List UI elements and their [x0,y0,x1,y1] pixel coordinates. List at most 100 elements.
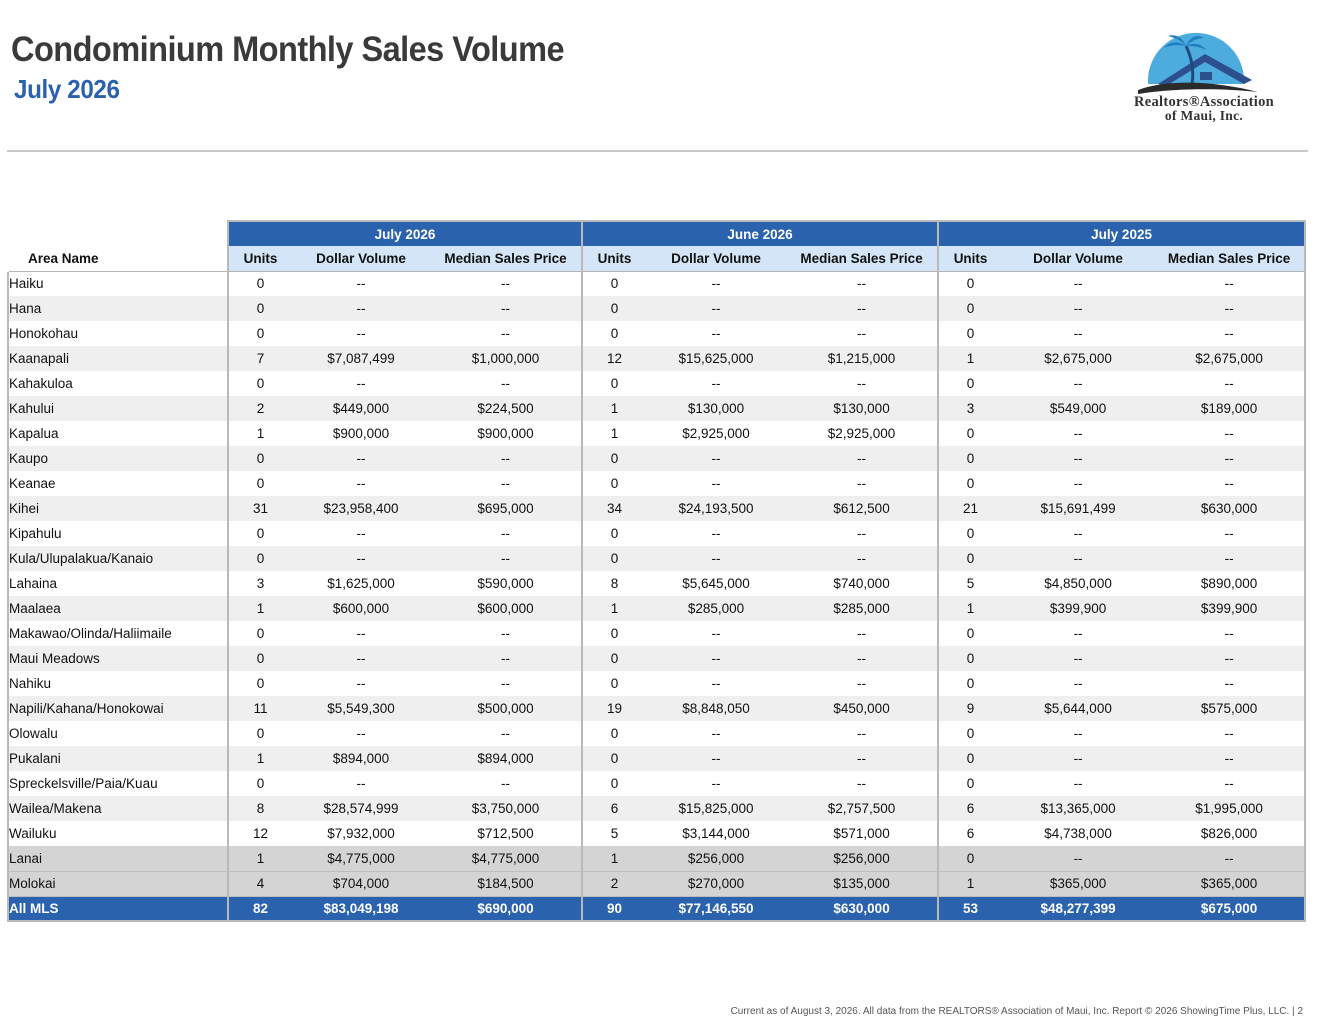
table-row: Kula/Ulupalakua/Kanaio 0 -- -- 0 -- -- 0 -- -- [7,546,1307,571]
dollar-volume-cell: $24,193,500 [646,496,787,521]
area-name-cell: All MLS [7,896,228,922]
median-price-cell: -- [430,521,583,546]
units-cell: 1 [937,346,1003,371]
units-cell: 0 [581,721,647,746]
units-cell: 0 [227,521,292,546]
units-cell: 0 [581,671,647,696]
units-cell: 0 [581,471,647,496]
units-cell: 0 [581,621,647,646]
dollar-volume-cell: $4,738,000 [1002,821,1155,846]
median-price-cell: $630,000 [786,896,939,922]
area-name-cell: Lahaina [7,571,228,596]
units-cell: 0 [937,446,1003,471]
median-price-cell: -- [786,546,939,571]
median-price-cell: $189,000 [1154,396,1307,421]
median-price-cell: -- [786,771,939,796]
dollar-volume-cell: $894,000 [292,746,430,771]
area-name-cell: Kahului [7,396,228,421]
realtors-association-logo: Realtors®Association of Maui, Inc. [1100,28,1310,128]
dollar-volume-cell: -- [646,621,787,646]
median-price-cell: -- [1154,321,1307,346]
units-cell: 0 [937,746,1003,771]
median-price-cell: $712,500 [430,821,583,846]
units-cell: 0 [937,671,1003,696]
median-price-cell: -- [1154,671,1307,696]
units-cell: 1 [227,746,292,771]
table-row: Spreckelsville/Paia/Kuau 0 -- -- 0 -- -- 0 -- -- [7,771,1307,796]
units-cell: 0 [227,671,292,696]
median-price-cell: $740,000 [786,571,939,596]
units-cell: 0 [227,371,292,396]
dollar-volume-cell: -- [646,321,787,346]
median-price-cell: -- [1154,446,1307,471]
median-price-cell: $630,000 [1154,496,1307,521]
area-name-cell: Hana [7,296,228,321]
table-row: Haiku 0 -- -- 0 -- -- 0 -- -- [7,271,1307,296]
median-price-cell: $500,000 [430,696,583,721]
median-price-cell: -- [1154,421,1307,446]
dollar-volume-cell: -- [292,721,430,746]
units-header: Units [581,246,647,272]
area-name-cell: Honokohau [7,321,228,346]
median-price-cell: -- [430,771,583,796]
units-cell: 4 [227,871,292,897]
median-price-cell: -- [1154,771,1307,796]
table-row: Maalaea 1 $600,000 $600,000 1 $285,000 $285,00… [7,596,1307,621]
median-price-cell: $675,000 [1154,896,1307,922]
table-row: Wailea/Makena 8 $28,574,999 $3,750,000 6 $15,… [7,796,1307,821]
dollar-volume-cell: -- [292,771,430,796]
area-name-header: Area Name [7,246,228,272]
median-price-cell: -- [786,296,939,321]
units-cell: 5 [937,571,1003,596]
dollar-volume-cell: -- [1002,446,1155,471]
area-name-cell: Kahakuloa [7,371,228,396]
dollar-volume-cell: $365,000 [1002,871,1155,897]
area-name-cell: Kipahulu [7,521,228,546]
units-cell: 9 [937,696,1003,721]
median-price-cell: -- [786,646,939,671]
median-price-cell: -- [430,371,583,396]
units-cell: 0 [581,446,647,471]
units-cell: 0 [937,771,1003,796]
table-row: Wailuku 12 $7,932,000 $712,500 5 $3,144,000 $5… [7,821,1307,846]
dollar-volume-cell: $3,144,000 [646,821,787,846]
units-cell: 0 [937,721,1003,746]
units-cell: 0 [937,321,1003,346]
units-cell: 0 [937,421,1003,446]
table-row: Pukalani 1 $894,000 $894,000 0 -- -- 0 -- -- [7,746,1307,771]
units-cell: 0 [937,646,1003,671]
dollar-volume-cell: -- [292,546,430,571]
dollar-volume-cell: $449,000 [292,396,430,421]
median-sales-price-header: Median Sales Price [430,246,583,272]
median-price-cell: -- [430,321,583,346]
units-cell: 1 [937,596,1003,621]
dollar-volume-cell: $600,000 [292,596,430,621]
median-price-cell: -- [1154,296,1307,321]
area-name-cell: Nahiku [7,671,228,696]
units-cell: 0 [227,621,292,646]
area-name-cell: Kula/Ulupalakua/Kanaio [7,546,228,571]
median-price-cell: -- [1154,846,1307,872]
dollar-volume-cell: $2,675,000 [1002,346,1155,371]
median-price-cell: $135,000 [786,871,939,897]
units-cell: 0 [937,271,1003,296]
median-price-cell: $690,000 [430,896,583,922]
units-cell: 34 [581,496,647,521]
units-cell: 12 [581,346,647,371]
dollar-volume-cell: $8,848,050 [646,696,787,721]
median-price-cell: $365,000 [1154,871,1307,897]
median-price-cell: -- [430,721,583,746]
dollar-volume-cell: $256,000 [646,846,787,872]
median-price-cell: -- [786,446,939,471]
dollar-volume-cell: -- [1002,546,1155,571]
dollar-volume-cell: -- [646,371,787,396]
dollar-volume-cell: $83,049,198 [292,896,430,922]
dollar-volume-cell: -- [1002,321,1155,346]
area-name-cell: Kihei [7,496,228,521]
table-row: Hana 0 -- -- 0 -- -- 0 -- -- [7,296,1307,321]
dollar-volume-cell: -- [292,621,430,646]
median-price-cell: $2,925,000 [786,421,939,446]
area-name-cell: Keanae [7,471,228,496]
median-price-cell: $826,000 [1154,821,1307,846]
dollar-volume-header: Dollar Volume [1002,246,1155,272]
